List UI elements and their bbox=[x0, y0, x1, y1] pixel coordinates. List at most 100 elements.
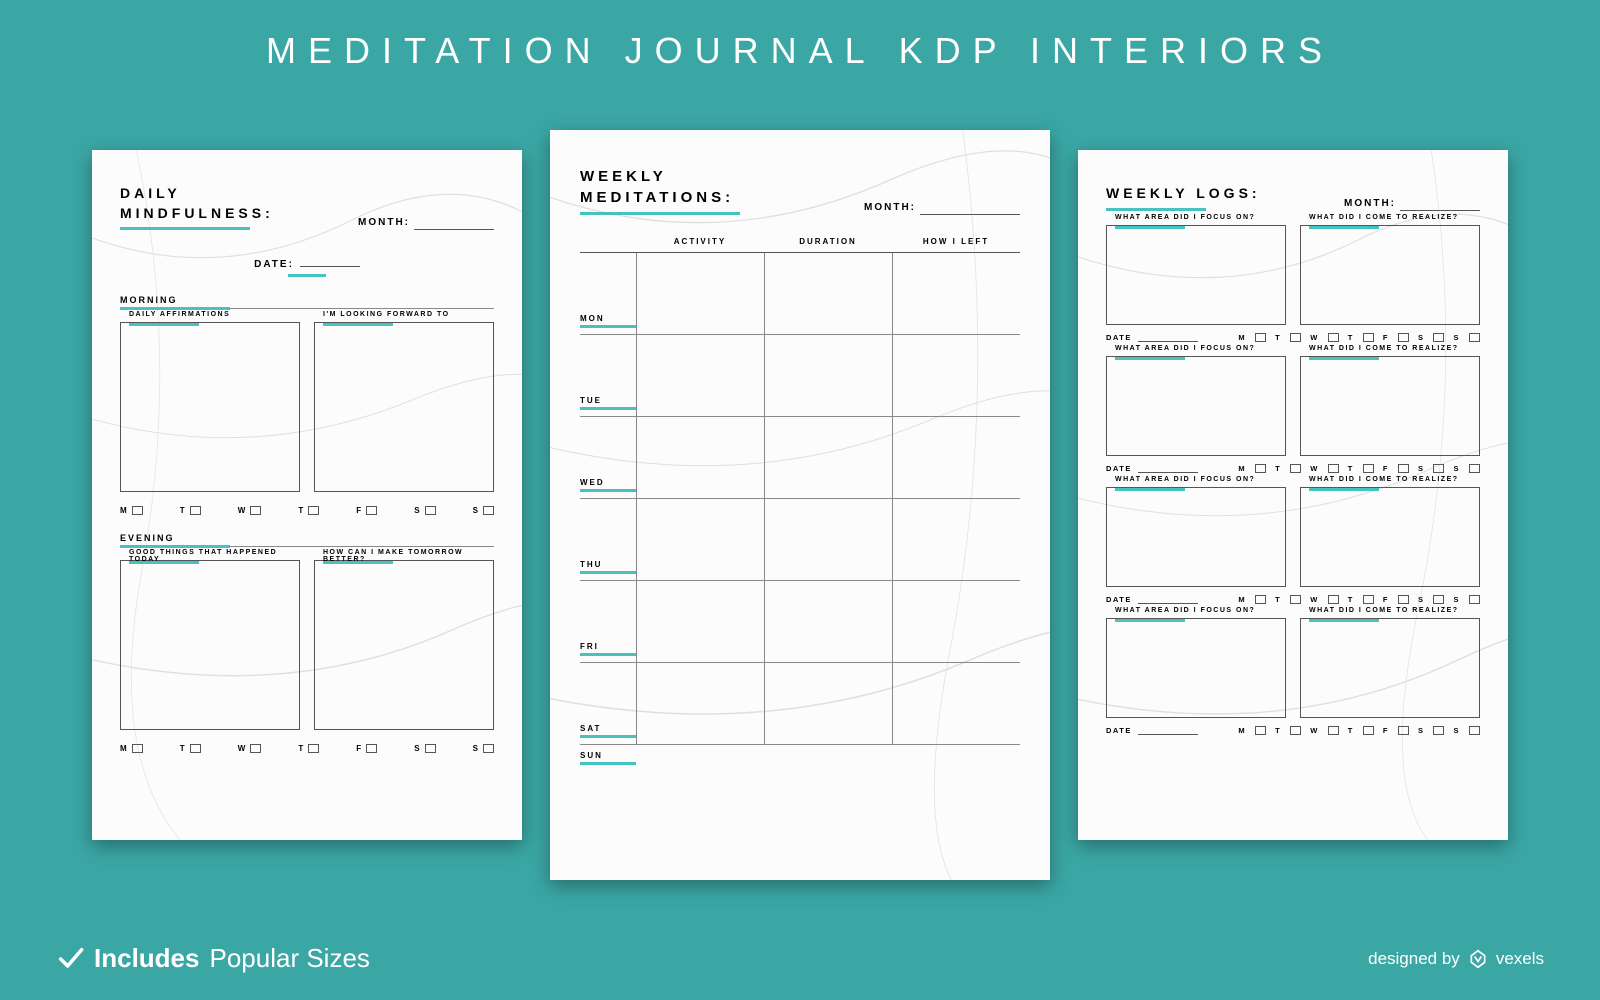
day-item: F bbox=[356, 744, 377, 753]
box-focus-area: WHAT AREA DID I FOCUS ON? bbox=[1106, 487, 1286, 587]
date-line bbox=[300, 266, 360, 267]
box3-title: GOOD THINGS THAT HAPPENED TODAY bbox=[129, 549, 291, 563]
day-item: T bbox=[180, 744, 201, 753]
week-day-cell: FRI bbox=[580, 581, 636, 662]
week-cell bbox=[764, 417, 892, 498]
box-underline bbox=[1309, 488, 1379, 491]
page-weekly-meditations: WEEKLY MEDITATIONS: MONTH: ACTIVITY DURA… bbox=[550, 130, 1050, 880]
day-checkbox bbox=[1328, 333, 1339, 342]
day-checkbox bbox=[132, 744, 143, 753]
week-row: MON bbox=[580, 253, 1020, 335]
day-checkbox bbox=[1363, 595, 1374, 604]
log-date-row: DATEMTWTFSS bbox=[1106, 464, 1480, 473]
footer-right: designed by vexels bbox=[1368, 949, 1544, 969]
box-affirmations: DAILY AFFIRMATIONS bbox=[120, 322, 300, 492]
page3-header: WEEKLY LOGS: MONTH: bbox=[1106, 184, 1480, 211]
day-checkbox bbox=[1433, 333, 1444, 342]
day-checkbox bbox=[250, 744, 261, 753]
day-letter: F bbox=[1383, 464, 1389, 473]
week-day-cell: MON bbox=[580, 253, 636, 334]
day-checkbox bbox=[132, 506, 143, 515]
title-underline bbox=[120, 227, 250, 230]
day-checkbox bbox=[1328, 595, 1339, 604]
day-item: F bbox=[356, 506, 377, 515]
log-boxes: WHAT AREA DID I FOCUS ON?WHAT DID I COME… bbox=[1106, 487, 1480, 587]
week-row: SAT bbox=[580, 663, 1020, 745]
box-title: WHAT AREA DID I FOCUS ON? bbox=[1115, 476, 1277, 483]
day-checkbox bbox=[1255, 595, 1266, 604]
day-letter: S bbox=[473, 744, 479, 753]
month-label: MONTH: bbox=[864, 202, 916, 213]
day-letter: W bbox=[1310, 726, 1319, 735]
week-day-label: FRI bbox=[580, 642, 636, 651]
box-realize: WHAT DID I COME TO REALIZE? bbox=[1300, 225, 1480, 325]
page-weekly-logs: WEEKLY LOGS: MONTH: WHAT AREA DID I FOCU… bbox=[1078, 150, 1508, 840]
footer-brand: vexels bbox=[1496, 949, 1544, 969]
day-checkbox bbox=[1469, 726, 1480, 735]
box-title: WHAT AREA DID I FOCUS ON? bbox=[1115, 607, 1277, 614]
week-day-label: SAT bbox=[580, 724, 636, 733]
box-underline bbox=[1309, 357, 1379, 360]
day-letter: W bbox=[1310, 333, 1319, 342]
day-letter: F bbox=[1383, 333, 1389, 342]
page2-title-block: WEEKLY MEDITATIONS: bbox=[580, 166, 740, 215]
day-letter: S bbox=[1453, 333, 1460, 342]
box-title: WHAT AREA DID I FOCUS ON? bbox=[1115, 214, 1277, 221]
day-letter: T bbox=[1348, 333, 1354, 342]
day-letter: M bbox=[120, 744, 128, 753]
day-letter: M bbox=[1238, 333, 1246, 342]
date-underline bbox=[288, 274, 326, 277]
box-good-things: GOOD THINGS THAT HAPPENED TODAY bbox=[120, 560, 300, 730]
day-checkbox bbox=[425, 506, 436, 515]
page2-header: WEEKLY MEDITATIONS: MONTH: bbox=[580, 166, 1020, 215]
page3-title: WEEKLY LOGS: bbox=[1106, 184, 1261, 204]
box2-title: I'M LOOKING FORWARD TO bbox=[323, 311, 485, 318]
week-day-cell: WED bbox=[580, 417, 636, 498]
day-letter: S bbox=[1453, 726, 1460, 735]
day-checkbox bbox=[425, 744, 436, 753]
page1-title-block: DAILY MINDFULNESS: bbox=[120, 184, 274, 230]
day-letter: T bbox=[1275, 595, 1281, 604]
day-checkbox bbox=[1290, 333, 1301, 342]
log-rows: WHAT AREA DID I FOCUS ON? WHAT DID I COME… bbox=[1106, 225, 1480, 735]
day-letter: W bbox=[238, 506, 247, 515]
day-checkbox bbox=[1328, 726, 1339, 735]
day-checkbox bbox=[1469, 333, 1480, 342]
banner-regular: KDP INTERIORS bbox=[899, 30, 1334, 71]
box1-title: DAILY AFFIRMATIONS bbox=[129, 311, 291, 318]
col-activity: ACTIVITY bbox=[636, 237, 764, 246]
log-row: WHAT AREA DID I FOCUS ON?WHAT DID I COME… bbox=[1106, 487, 1480, 604]
day-item: S bbox=[473, 506, 494, 515]
day-checkbox bbox=[1469, 595, 1480, 604]
week-row: TUE bbox=[580, 335, 1020, 417]
footer-left: Includes Popular Sizes bbox=[56, 943, 370, 974]
page2-title-l1: WEEKLY bbox=[580, 166, 740, 187]
day-letter: T bbox=[1275, 333, 1281, 342]
week-cell bbox=[764, 499, 892, 580]
box-title: WHAT DID I COME TO REALIZE? bbox=[1309, 476, 1471, 483]
day-checkbox bbox=[1255, 726, 1266, 735]
week-cell bbox=[636, 335, 764, 416]
box-underline bbox=[1115, 488, 1185, 491]
day-letter: S bbox=[414, 506, 420, 515]
week-day-label: SUN bbox=[580, 751, 636, 760]
day-letter: T bbox=[180, 744, 186, 753]
box-underline bbox=[1115, 619, 1185, 622]
week-row: SUN bbox=[580, 745, 1020, 771]
week-day-underline bbox=[580, 571, 636, 574]
day-letter: T bbox=[1348, 464, 1354, 473]
box-tomorrow-better: HOW CAN I MAKE TOMORROW BETTER? bbox=[314, 560, 494, 730]
morning-label: MORNING bbox=[120, 295, 494, 305]
title-underline bbox=[580, 212, 740, 215]
log-days: MTWTFSS bbox=[1238, 726, 1480, 735]
week-cell bbox=[764, 253, 892, 334]
day-checkbox bbox=[1363, 333, 1374, 342]
day-letter: M bbox=[1238, 464, 1246, 473]
log-date-line bbox=[1138, 472, 1198, 473]
log-date-line bbox=[1138, 734, 1198, 735]
log-row: WHAT AREA DID I FOCUS ON?WHAT DID I COME… bbox=[1106, 356, 1480, 473]
col-how-left: HOW I LEFT bbox=[892, 237, 1020, 246]
morning-boxes: DAILY AFFIRMATIONS I'M LOOKING FORWARD T… bbox=[120, 322, 494, 492]
page3-title-block: WEEKLY LOGS: bbox=[1106, 184, 1261, 211]
days-row-2: MTWTFSS bbox=[120, 744, 494, 753]
